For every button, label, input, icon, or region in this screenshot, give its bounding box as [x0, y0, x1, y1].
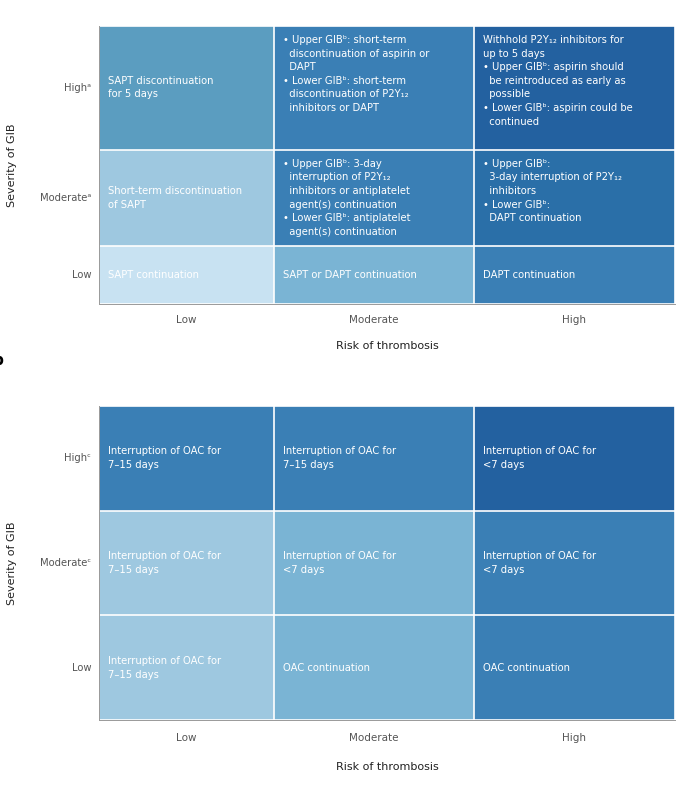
Bar	[474, 26, 675, 150]
Text: • Upper GIBᵇ: short-term
  discontinuation of aspirin or
  DAPT
• Lower GIBᵇ: sh: • Upper GIBᵇ: short-term discontinuation…	[283, 35, 429, 113]
Text: Moderateᶜ: Moderateᶜ	[40, 558, 91, 568]
Text: Risk of thrombosis: Risk of thrombosis	[336, 341, 438, 351]
Bar	[99, 246, 274, 305]
Text: Moderate: Moderate	[349, 316, 399, 325]
Text: • Upper GIBᵇ: 3-day
  interruption of P2Y₁₂
  inhibitors or antiplatelet
  agent: • Upper GIBᵇ: 3-day interruption of P2Y₁…	[283, 159, 410, 237]
Text: Short-term discontinuation
of SAPT: Short-term discontinuation of SAPT	[108, 186, 242, 209]
Bar	[99, 406, 274, 511]
Text: Severity of GIB: Severity of GIB	[8, 123, 17, 207]
Text: Interruption of OAC for
7–15 days: Interruption of OAC for 7–15 days	[108, 551, 221, 575]
Text: SAPT discontinuation
for 5 days: SAPT discontinuation for 5 days	[108, 76, 214, 99]
Text: Highᵃ: Highᵃ	[64, 82, 91, 93]
Text: Interruption of OAC for
<7 days: Interruption of OAC for <7 days	[483, 551, 596, 575]
Text: Interruption of OAC for
<7 days: Interruption of OAC for <7 days	[483, 446, 596, 470]
Text: High: High	[562, 733, 586, 742]
Text: OAC continuation: OAC continuation	[483, 663, 570, 672]
Bar	[274, 246, 474, 305]
Bar	[474, 246, 675, 305]
Bar	[474, 406, 675, 511]
Bar	[99, 150, 274, 246]
Text: • Upper GIBᵇ:
  3-day interruption of P2Y₁₂
  inhibitors
• Lower GIBᵇ:
  DAPT co: • Upper GIBᵇ: 3-day interruption of P2Y₁…	[483, 159, 622, 223]
Text: Interruption of OAC for
<7 days: Interruption of OAC for <7 days	[283, 551, 396, 575]
Text: Highᶜ: Highᶜ	[64, 454, 91, 463]
Bar	[474, 511, 675, 615]
Bar	[274, 615, 474, 720]
Text: Withhold P2Y₁₂ inhibitors for
up to 5 days
• Upper GIBᵇ: aspirin should
  be rei: Withhold P2Y₁₂ inhibitors for up to 5 da…	[483, 35, 633, 127]
Text: Low: Low	[72, 270, 91, 280]
Bar	[99, 511, 274, 615]
Bar	[274, 406, 474, 511]
Text: Low: Low	[176, 316, 197, 325]
Text: Interruption of OAC for
7–15 days: Interruption of OAC for 7–15 days	[108, 446, 221, 470]
Text: Interruption of OAC for
7–15 days: Interruption of OAC for 7–15 days	[108, 656, 221, 680]
Text: Moderateᵃ: Moderateᵃ	[40, 193, 91, 203]
Text: b: b	[0, 354, 4, 368]
Text: Low: Low	[72, 663, 91, 672]
Bar	[274, 150, 474, 246]
Text: Moderate: Moderate	[349, 733, 399, 742]
Text: SAPT continuation: SAPT continuation	[108, 270, 199, 280]
Bar	[274, 26, 474, 150]
Bar	[274, 511, 474, 615]
Text: Low: Low	[176, 733, 197, 742]
Text: High: High	[562, 316, 586, 325]
Bar	[474, 615, 675, 720]
Text: Interruption of OAC for
7–15 days: Interruption of OAC for 7–15 days	[283, 446, 396, 470]
Text: SAPT or DAPT continuation: SAPT or DAPT continuation	[283, 270, 416, 280]
Text: DAPT continuation: DAPT continuation	[483, 270, 575, 280]
Text: Risk of thrombosis: Risk of thrombosis	[336, 762, 438, 772]
Text: Severity of GIB: Severity of GIB	[8, 521, 17, 605]
Bar	[99, 26, 274, 150]
Bar	[99, 615, 274, 720]
Bar	[474, 150, 675, 246]
Text: OAC continuation: OAC continuation	[283, 663, 370, 672]
